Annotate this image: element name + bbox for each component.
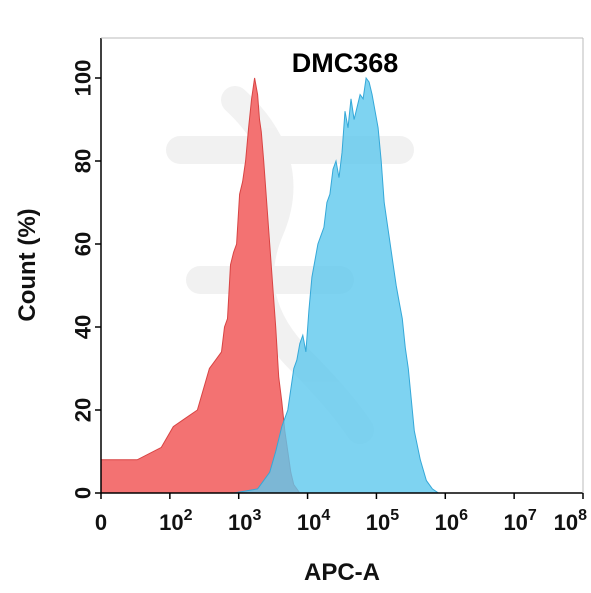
chart-title: DMC368 xyxy=(292,48,399,78)
y-tick-label: 100 xyxy=(71,60,96,97)
x-tick-label: 105 xyxy=(366,507,399,535)
x-tick-label: 102 xyxy=(159,507,192,535)
x-tick-label: 103 xyxy=(228,507,261,535)
y-tick-label: 60 xyxy=(71,232,96,256)
x-ticks: 0 102 103 104 105 106 107 108 xyxy=(95,493,587,535)
y-tick-label: 20 xyxy=(71,398,96,422)
x-tick-label: 108 xyxy=(554,507,587,535)
histogram-series-2 xyxy=(233,76,441,494)
x-tick-label: 0 xyxy=(95,510,107,535)
y-tick-label: 40 xyxy=(71,315,96,339)
y-tick-label: 80 xyxy=(71,149,96,173)
x-tick-label: 107 xyxy=(503,507,536,535)
y-tick-label: 0 xyxy=(71,487,96,499)
x-tick-label: 106 xyxy=(435,507,468,535)
x-tick-label: 104 xyxy=(297,507,330,535)
y-axis-title: Count (%) xyxy=(14,208,41,321)
y-ticks: 0 20 40 60 80 100 xyxy=(71,60,101,499)
x-axis-title: APC-A xyxy=(304,559,380,586)
series-layer xyxy=(100,76,441,494)
